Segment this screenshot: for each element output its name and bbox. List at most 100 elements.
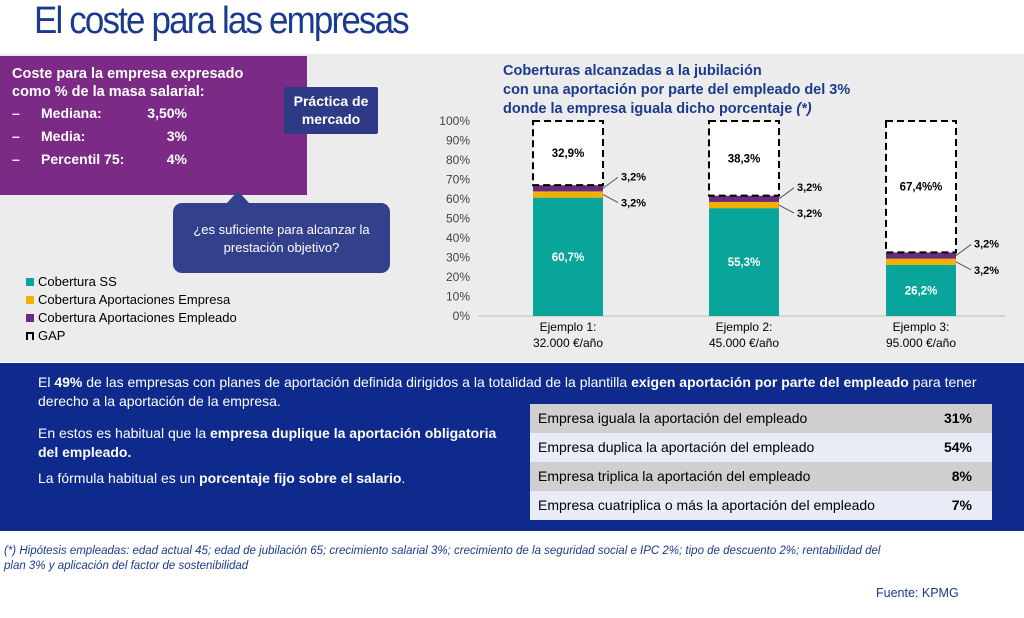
badge-line: mercado bbox=[301, 111, 361, 127]
stat-bullet: – bbox=[12, 105, 20, 121]
stacked-bar-chart: 0% 10% 20% 30% 40% 50% 60% 70% 80% 90% 100% 60,7% 32… bbox=[439, 114, 1005, 350]
y-tick-label: 60% bbox=[446, 192, 470, 206]
stat-label: Mediana: bbox=[41, 105, 102, 121]
bar-segment bbox=[709, 195, 779, 202]
stat-value: 3% bbox=[166, 128, 187, 144]
x-category-label: 95.000 €/año bbox=[886, 336, 956, 350]
cost-stat-row: – Media: 3% bbox=[12, 125, 295, 147]
gap-bar-segment bbox=[708, 120, 780, 197]
bar-value-label: 55,3% bbox=[728, 257, 761, 269]
bar-segment bbox=[533, 185, 603, 192]
employee-contribution-label: 3,2% bbox=[974, 239, 999, 251]
bar-segment bbox=[886, 264, 956, 316]
finding-text: para tener derecho a la aportación de la… bbox=[38, 374, 977, 409]
chart-title-note-ref: (*) bbox=[796, 101, 812, 117]
rate-value: 7% bbox=[951, 497, 972, 513]
badge-line: Práctica de bbox=[293, 93, 369, 109]
rate-label: Empresa duplica la aportación del emplea… bbox=[538, 439, 815, 455]
y-tick-label: 0% bbox=[453, 309, 471, 323]
stat-value: 4% bbox=[166, 151, 187, 167]
legend-gap-marker bbox=[26, 332, 34, 340]
rate-label: Empresa iguala la aportación del emplead… bbox=[538, 410, 808, 426]
cost-stat-row: – Mediana: 3,50% bbox=[12, 102, 295, 124]
source-credit: Fuente: KPMG bbox=[876, 586, 959, 600]
page-title: El coste para las empresas bbox=[34, 0, 410, 42]
y-tick-label: 10% bbox=[446, 290, 470, 304]
bar-value-label: 38,3% bbox=[728, 153, 761, 165]
bar-segment bbox=[886, 252, 956, 259]
y-tick-label: 90% bbox=[446, 134, 470, 148]
table-row: Empresa iguala la aportación del emplead… bbox=[530, 404, 992, 433]
footnote-line: (*) Hipótesis empleadas: edad actual 45;… bbox=[4, 545, 881, 557]
bar-value-label: 26,2% bbox=[905, 285, 938, 297]
bar-value-label: 60,7% bbox=[552, 252, 585, 264]
y-tick-label: 100% bbox=[439, 114, 470, 128]
stat-label: Media: bbox=[41, 128, 86, 144]
chart-title-line: donde la empresa iguala dicho porcentaje… bbox=[503, 100, 943, 119]
legend-item: GAP bbox=[26, 327, 237, 345]
stat-bullet: – bbox=[12, 151, 20, 167]
finding-text: La fórmula habitual es un bbox=[38, 470, 200, 486]
bar-segment bbox=[533, 191, 603, 198]
market-practice-badge: Práctica de mercado bbox=[284, 87, 378, 134]
stat-label: Percentil 75: bbox=[41, 151, 125, 167]
x-category-label: Ejemplo 2: bbox=[716, 320, 773, 334]
cost-stats-list: – Mediana: 3,50% – Media: 3% – Percentil 75: 4% bbox=[12, 102, 295, 170]
label-leader-line bbox=[602, 194, 619, 203]
finding-paragraph-1: El 49% de las empresas con planes de apo… bbox=[38, 373, 998, 411]
chart-title-line: Coberturas alcanzadas a la jubilación bbox=[503, 63, 762, 79]
legend-label: Cobertura Aportaciones Empresa bbox=[38, 292, 231, 307]
legend-swatch bbox=[26, 296, 34, 304]
table-row: Empresa duplica la aportación del emplea… bbox=[530, 433, 992, 462]
bar-segment bbox=[886, 258, 956, 265]
cost-stat-row: – Percentil 75: 4% bbox=[12, 148, 295, 170]
finding-paragraph-3: La fórmula habitual es un porcentaje fij… bbox=[38, 469, 508, 488]
gap-bar-segment bbox=[532, 120, 604, 187]
footnote-line: plan 3% y aplicación del factor de soste… bbox=[4, 560, 249, 572]
legend-swatch bbox=[26, 314, 34, 322]
rate-label: Empresa triplica la aportación del emple… bbox=[538, 468, 811, 484]
gap-bar-segment bbox=[885, 120, 957, 254]
x-category-label: Ejemplo 3: bbox=[893, 320, 950, 334]
bar-segment bbox=[533, 197, 603, 316]
company-contribution-label: 3,2% bbox=[621, 198, 646, 210]
label-leader-line bbox=[955, 244, 972, 256]
label-leader-line bbox=[778, 204, 795, 214]
legend-label: Cobertura SS bbox=[38, 274, 117, 289]
finding-paragraph-2: En estos es habitual que la empresa dupl… bbox=[38, 424, 508, 462]
bar-segment bbox=[709, 208, 779, 316]
stat-bullet: – bbox=[12, 128, 20, 144]
rate-value: 8% bbox=[951, 468, 972, 484]
finding-text: . bbox=[401, 470, 406, 486]
y-tick-label: 40% bbox=[446, 231, 470, 245]
chart-legend: Cobertura SS Cobertura Aportaciones Empre… bbox=[26, 273, 237, 345]
bubble-line: prestación objetivo? bbox=[223, 240, 340, 255]
legend-item: Cobertura Aportaciones Empresa bbox=[26, 291, 237, 309]
label-leader-line bbox=[602, 176, 619, 189]
legend-swatch bbox=[26, 278, 34, 286]
x-category-label: 32.000 €/año bbox=[533, 336, 603, 350]
finding-highlight: 49% bbox=[54, 374, 83, 390]
chart-title: Coberturas alcanzadas a la jubilación co… bbox=[503, 62, 943, 119]
bubble-pointer bbox=[226, 191, 250, 204]
y-tick-label: 30% bbox=[446, 251, 470, 265]
legend-label: Cobertura Aportaciones Empleado bbox=[38, 310, 237, 325]
rate-value: 31% bbox=[943, 410, 972, 426]
stat-value: 3,50% bbox=[147, 105, 187, 121]
legend-label: GAP bbox=[38, 328, 66, 343]
bar-value-label: 32,9% bbox=[552, 148, 585, 160]
rate-label: Empresa cuatriplica o más la aportación … bbox=[538, 497, 875, 513]
finding-text: de las empresas con planes de aportación… bbox=[82, 374, 632, 390]
question-bubble: ¿es suficiente para alcanzar la prestaci… bbox=[173, 203, 390, 273]
cost-summary-title: Coste para la empresa expresado como % d… bbox=[12, 65, 295, 101]
legend-item: Cobertura SS bbox=[26, 273, 237, 291]
employee-contribution-label: 3,2% bbox=[621, 171, 646, 183]
rate-value: 54% bbox=[943, 439, 972, 455]
label-leader-line bbox=[955, 261, 972, 271]
finding-text: En estos es habitual que la bbox=[38, 425, 211, 441]
footnote: (*) Hipótesis empleadas: edad actual 45;… bbox=[4, 544, 1014, 574]
finding-highlight: exigen aportación por parte del empleado bbox=[631, 374, 909, 390]
employee-contribution-label: 3,2% bbox=[797, 182, 822, 194]
legend-item: Cobertura Aportaciones Empleado bbox=[26, 309, 237, 327]
y-tick-label: 50% bbox=[446, 212, 470, 226]
